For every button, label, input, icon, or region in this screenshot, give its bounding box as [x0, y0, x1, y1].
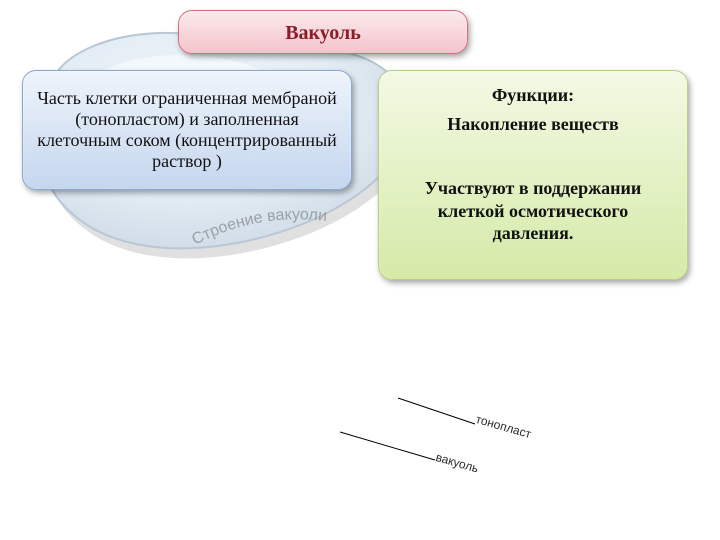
leader-tonoplast	[398, 398, 475, 424]
stage: Вакуоль Часть клетки ограниченная мембра…	[0, 0, 720, 540]
leader-lines	[0, 0, 720, 540]
leader-vacuole	[340, 432, 435, 460]
